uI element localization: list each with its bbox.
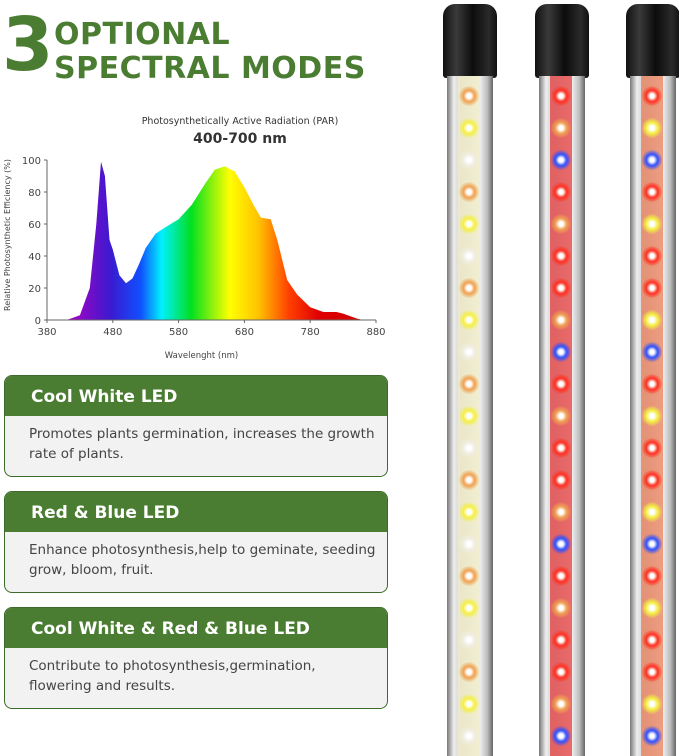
y-tick-label: 100 xyxy=(22,156,41,167)
led-chip xyxy=(459,534,479,554)
led-chip xyxy=(459,694,479,714)
card-desc: Contribute to photosynthesis,germination… xyxy=(29,658,316,694)
headline: OPTIONAL SPECTRAL MODES xyxy=(54,18,366,86)
led-chip xyxy=(459,278,479,298)
x-tick-label: 880 xyxy=(366,327,385,338)
y-axis-label: Relative Photosynthetic Efficiency (%) xyxy=(3,159,12,311)
led-chip xyxy=(459,630,479,650)
led-chip xyxy=(642,182,662,202)
led-chip xyxy=(459,214,479,234)
led-chip xyxy=(551,278,571,298)
led-chip xyxy=(551,246,571,266)
led-chip xyxy=(459,182,479,202)
led-chip xyxy=(459,566,479,586)
spectrum-chart: 380 480 580 680 780 880 0 20 40 60 80 100 Wavelenght… xyxy=(3,156,386,361)
headline-line1: OPTIONAL xyxy=(54,17,231,52)
card-title: Cool White LED xyxy=(5,376,387,416)
card-red-blue: Red & Blue LED Enhance photosynthesis,hel… xyxy=(4,491,388,593)
led-chip xyxy=(551,694,571,714)
led-chip xyxy=(551,598,571,618)
led-tube-white-red-blue xyxy=(626,4,679,756)
led-chip xyxy=(642,534,662,554)
card-cool-white: Cool White LED Promotes plants germinatio… xyxy=(4,375,388,477)
led-chip xyxy=(459,374,479,394)
led-tube-cool-white xyxy=(443,4,497,756)
led-chip xyxy=(642,502,662,522)
led-chip xyxy=(551,214,571,234)
led-chip xyxy=(642,406,662,426)
card-desc: Enhance photosynthesis,help to geminate,… xyxy=(29,542,376,578)
led-chip xyxy=(642,566,662,586)
led-chip xyxy=(459,246,479,266)
chart-subtitle: 400-700 nm xyxy=(193,131,287,147)
card-title: Red & Blue LED xyxy=(5,492,387,532)
led-chip xyxy=(459,662,479,682)
y-tick-label: 0 xyxy=(35,316,41,327)
led-chip xyxy=(459,86,479,106)
led-tube-red-blue xyxy=(535,4,589,756)
led-chip xyxy=(642,118,662,138)
led-chip xyxy=(551,726,571,746)
y-tick-label: 20 xyxy=(28,284,41,295)
card-title: Cool White & Red & Blue LED xyxy=(5,608,387,648)
led-chip xyxy=(551,630,571,650)
y-tick-label: 40 xyxy=(28,252,41,263)
led-chip xyxy=(459,406,479,426)
led-chip xyxy=(642,86,662,106)
led-chip xyxy=(459,502,479,522)
chart-title: Photosynthetically Active Radiation (PAR… xyxy=(141,116,339,127)
led-chip xyxy=(551,374,571,394)
led-chip xyxy=(551,534,571,554)
led-chip xyxy=(642,726,662,746)
led-chip xyxy=(459,438,479,458)
spectrum-area xyxy=(66,161,363,320)
y-tick-label: 80 xyxy=(28,188,41,199)
led-chip xyxy=(551,342,571,362)
led-chip xyxy=(642,214,662,234)
mode-count: 3 xyxy=(2,2,54,88)
led-chip xyxy=(642,246,662,266)
led-chip xyxy=(459,342,479,362)
led-chip xyxy=(459,726,479,746)
led-chip xyxy=(642,342,662,362)
led-chip xyxy=(551,566,571,586)
led-chip xyxy=(642,630,662,650)
led-chip xyxy=(551,502,571,522)
y-tick-label: 60 xyxy=(28,220,41,231)
headline-line2: SPECTRAL MODES xyxy=(54,51,366,86)
led-chip xyxy=(551,470,571,490)
led-chip xyxy=(642,310,662,330)
x-tick-label: 380 xyxy=(37,327,56,338)
led-chip xyxy=(459,598,479,618)
x-tick-label: 680 xyxy=(235,327,254,338)
led-chip xyxy=(459,118,479,138)
led-chip xyxy=(642,694,662,714)
led-chip xyxy=(551,150,571,170)
x-axis-label: Wavelenght (nm) xyxy=(165,351,238,361)
led-chip xyxy=(459,310,479,330)
led-chip xyxy=(551,182,571,202)
led-chip xyxy=(551,118,571,138)
led-chip xyxy=(459,150,479,170)
x-tick-label: 580 xyxy=(169,327,188,338)
led-chip xyxy=(642,374,662,394)
led-chip xyxy=(551,438,571,458)
card-desc: Promotes plants germination, increases t… xyxy=(29,426,375,462)
x-tick-label: 780 xyxy=(301,327,320,338)
led-chip xyxy=(551,86,571,106)
x-tick-label: 480 xyxy=(103,327,122,338)
led-chip xyxy=(551,310,571,330)
led-chip xyxy=(459,470,479,490)
led-chip xyxy=(642,150,662,170)
led-chip xyxy=(551,662,571,682)
led-chip xyxy=(642,470,662,490)
led-chip xyxy=(642,438,662,458)
led-chip xyxy=(642,598,662,618)
led-chip xyxy=(642,662,662,682)
led-chip xyxy=(642,278,662,298)
card-white-red-blue: Cool White & Red & Blue LED Contribute to… xyxy=(4,607,388,709)
led-chip xyxy=(551,406,571,426)
